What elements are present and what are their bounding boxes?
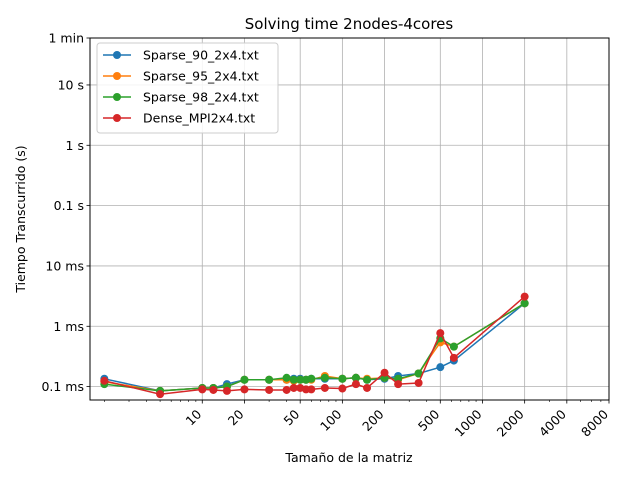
y-tick-label: 1 ms <box>53 319 84 334</box>
series-3 <box>100 292 529 399</box>
data-point <box>351 373 360 382</box>
legend-marker <box>113 51 121 59</box>
legend-label: Dense_MPI2x4.txt <box>143 111 255 126</box>
series-layer <box>100 292 529 399</box>
data-point <box>282 373 291 382</box>
data-point <box>240 385 249 394</box>
legend-item: Sparse_90_2x4.txt <box>103 48 259 63</box>
y-tick-label: 10 s <box>58 77 84 92</box>
data-point <box>307 385 316 394</box>
data-point <box>436 329 445 338</box>
data-point <box>209 385 218 394</box>
legend-box <box>96 42 279 134</box>
data-point <box>414 369 423 378</box>
data-point <box>380 368 389 377</box>
legend-label: Sparse_98_2x4.txt <box>143 90 259 105</box>
data-point <box>320 373 329 382</box>
data-point <box>265 385 274 394</box>
legend: Sparse_90_2x4.txt Sparse_95_2x4.txt Sparse… <box>96 42 279 134</box>
data-point <box>338 374 347 383</box>
legend-label: Sparse_90_2x4.txt <box>143 48 259 63</box>
data-point <box>265 375 274 384</box>
data-point <box>289 383 298 392</box>
data-point <box>414 378 423 387</box>
data-point <box>394 380 403 389</box>
legend-item: Sparse_98_2x4.txt <box>103 90 259 105</box>
legend-label: Sparse_95_2x4.txt <box>143 69 259 84</box>
data-point <box>363 375 372 384</box>
y-axis: 0.1 ms 1 ms 10 ms 0.1 s 1 s 10 s 1 min <box>41 31 90 394</box>
data-point <box>449 353 458 362</box>
data-point <box>307 374 316 383</box>
data-point <box>296 375 305 384</box>
data-point <box>222 386 231 395</box>
legend-item: Sparse_95_2x4.txt <box>103 69 259 84</box>
data-point <box>449 342 458 351</box>
y-tick-label: 1 s <box>66 138 84 153</box>
data-point <box>240 375 249 384</box>
chart-title: Solving time 2nodes-4cores <box>245 15 454 33</box>
y-tick-label: 0.1 ms <box>41 379 84 394</box>
y-tick-label: 0.1 s <box>54 198 84 213</box>
data-point <box>363 383 372 392</box>
data-point <box>198 385 207 394</box>
data-point <box>289 375 298 384</box>
legend-marker <box>113 114 121 122</box>
data-point <box>338 384 347 393</box>
legend-marker <box>113 93 121 101</box>
plot-frame <box>89 37 610 401</box>
data-point <box>320 383 329 392</box>
legend-marker <box>113 72 121 80</box>
legend-item: Dense_MPI2x4.txt <box>103 111 255 126</box>
data-point <box>282 385 291 394</box>
data-point <box>156 390 165 399</box>
x-axis-title: Tamaño de la matriz <box>284 450 413 465</box>
data-point <box>520 299 529 308</box>
data-point <box>351 380 360 389</box>
data-point <box>100 376 109 385</box>
y-axis-title: Tiempo Transcurrido (s) <box>13 145 28 293</box>
y-tick-label: 1 min <box>49 31 85 46</box>
data-point <box>436 363 445 372</box>
data-point <box>520 292 529 301</box>
y-tick-label: 10 ms <box>45 258 84 273</box>
